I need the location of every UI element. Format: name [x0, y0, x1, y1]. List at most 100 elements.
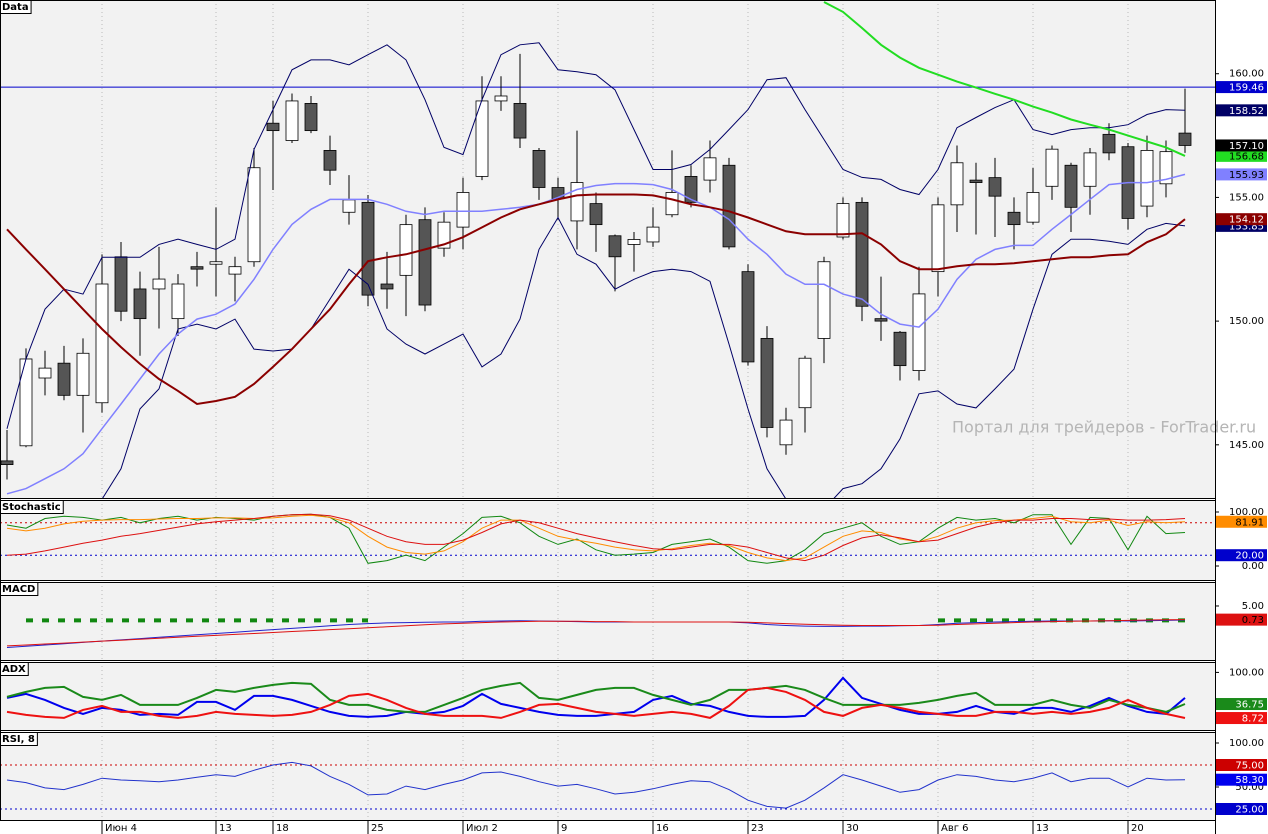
value-badge [1216, 213, 1267, 226]
candle-body [285, 100, 299, 141]
x-tick-label: 18 [276, 823, 289, 834]
candle-body [513, 103, 527, 139]
y-tick-label: 100.00 [1229, 667, 1264, 678]
candle-body [361, 201, 375, 296]
value-badge [1216, 515, 1267, 528]
candle-body [950, 162, 964, 206]
candle-body [798, 357, 812, 409]
y-tick-label: 100.00 [1229, 507, 1264, 518]
candle-body [703, 157, 717, 181]
candle-body [342, 199, 356, 213]
candle-body [646, 226, 660, 243]
value-badge-label: 25.00 [1235, 805, 1264, 816]
x-tick-label: 25 [371, 823, 384, 834]
value-badge-label: 153.85 [1229, 221, 1264, 232]
value-badge [1216, 139, 1267, 152]
y-tick-label: 50.00 [1235, 782, 1264, 793]
candle-body [1140, 150, 1154, 207]
candle-body [684, 175, 698, 203]
value-badge-label: 58.30 [1235, 775, 1264, 786]
value-badge-label: 157.10 [1229, 141, 1264, 152]
candle-body [456, 192, 470, 228]
y-tick-label: 150.00 [1229, 316, 1264, 327]
panel-axis: 5.00 0.73 MACD [0, 582, 1267, 661]
panel-axis: 100.00 50.00 75.00 25.00 58.30 RSI, 8 [0, 732, 1267, 821]
candle-body [779, 419, 793, 446]
candle-body [722, 164, 736, 248]
candle-body [399, 224, 413, 276]
value-badge-label: 75.00 [1235, 761, 1264, 772]
x-tick-label: 23 [751, 823, 764, 834]
value-badge [1216, 613, 1267, 626]
panel-axis: 100.00 36.75 8.72 ADX [0, 662, 1267, 731]
candle-body [1083, 152, 1097, 187]
indicator-line [6, 513, 1186, 562]
x-tick-label: Июл 2 [466, 823, 498, 834]
value-badge [1216, 712, 1267, 725]
x-tick-label: 16 [656, 823, 669, 834]
y-tick-label: 0.00 [1242, 561, 1264, 572]
value-badge [1216, 549, 1267, 562]
candle-body [95, 283, 109, 404]
value-badge-label: 8.72 [1242, 714, 1264, 725]
candle-body [893, 331, 907, 367]
candle-body [57, 362, 71, 396]
panel-title: MACD [2, 584, 35, 595]
panel-background [0, 732, 1215, 820]
panel-title: RSI, 8 [2, 734, 35, 745]
candle-body [1064, 164, 1078, 208]
value-badge [1216, 698, 1267, 711]
panel-title: Data [2, 2, 29, 13]
indicator-line [6, 42, 1186, 429]
candle-body [114, 256, 128, 312]
candle-body [152, 278, 166, 290]
candle-body [247, 167, 261, 263]
value-badge [1216, 168, 1267, 181]
panel-plot [0, 500, 1215, 580]
value-badge-label: 20.00 [1235, 551, 1264, 562]
candle-body [19, 358, 33, 447]
candle-body [912, 293, 926, 371]
x-tick-label: 9 [561, 823, 567, 834]
candle-body [1102, 133, 1116, 154]
candle-body [1026, 192, 1040, 223]
candle-body [760, 338, 774, 428]
candle-body [38, 367, 52, 379]
x-tick-label: 30 [846, 823, 859, 834]
y-tick-label: 145.00 [1229, 440, 1264, 451]
watermark: Портал для трейдеров - ForTrader.ru [952, 418, 1256, 437]
candle-body [323, 150, 337, 171]
value-badge-label: 0.73 [1242, 615, 1264, 626]
candle-body [665, 192, 679, 216]
value-badge-label: 159.46 [1229, 83, 1264, 94]
x-tick-label: 20 [1131, 823, 1144, 834]
panel-background [0, 0, 1215, 498]
candle-body [627, 239, 641, 245]
candle-body [589, 203, 603, 226]
indicator-line [6, 676, 1186, 718]
candle-body [190, 266, 204, 270]
panel-background [0, 662, 1215, 730]
panel-plot [6, 662, 1186, 730]
value-badge-label: 156.68 [1229, 151, 1264, 162]
value-badge-label: 36.75 [1235, 700, 1264, 711]
x-tick-label: Авг 6 [941, 823, 969, 834]
x-tick-label: 13 [219, 823, 232, 834]
x-tick-label: 13 [1036, 823, 1049, 834]
value-badge [1216, 104, 1267, 117]
candle-body [380, 283, 394, 290]
value-badge-label: 154.12 [1229, 215, 1264, 226]
value-badge [1216, 149, 1267, 162]
value-badge [1216, 803, 1267, 815]
candle-body [817, 261, 831, 339]
y-tick-label: 100.00 [1229, 738, 1264, 749]
value-badge-label: 155.93 [1229, 170, 1264, 181]
indicator-line [6, 513, 1186, 564]
indicator-line [6, 686, 1186, 719]
candle-body [570, 182, 584, 222]
candle-body [741, 271, 755, 363]
candle-body [969, 179, 983, 183]
value-badge [1216, 759, 1267, 771]
indicator-line [6, 681, 1186, 713]
